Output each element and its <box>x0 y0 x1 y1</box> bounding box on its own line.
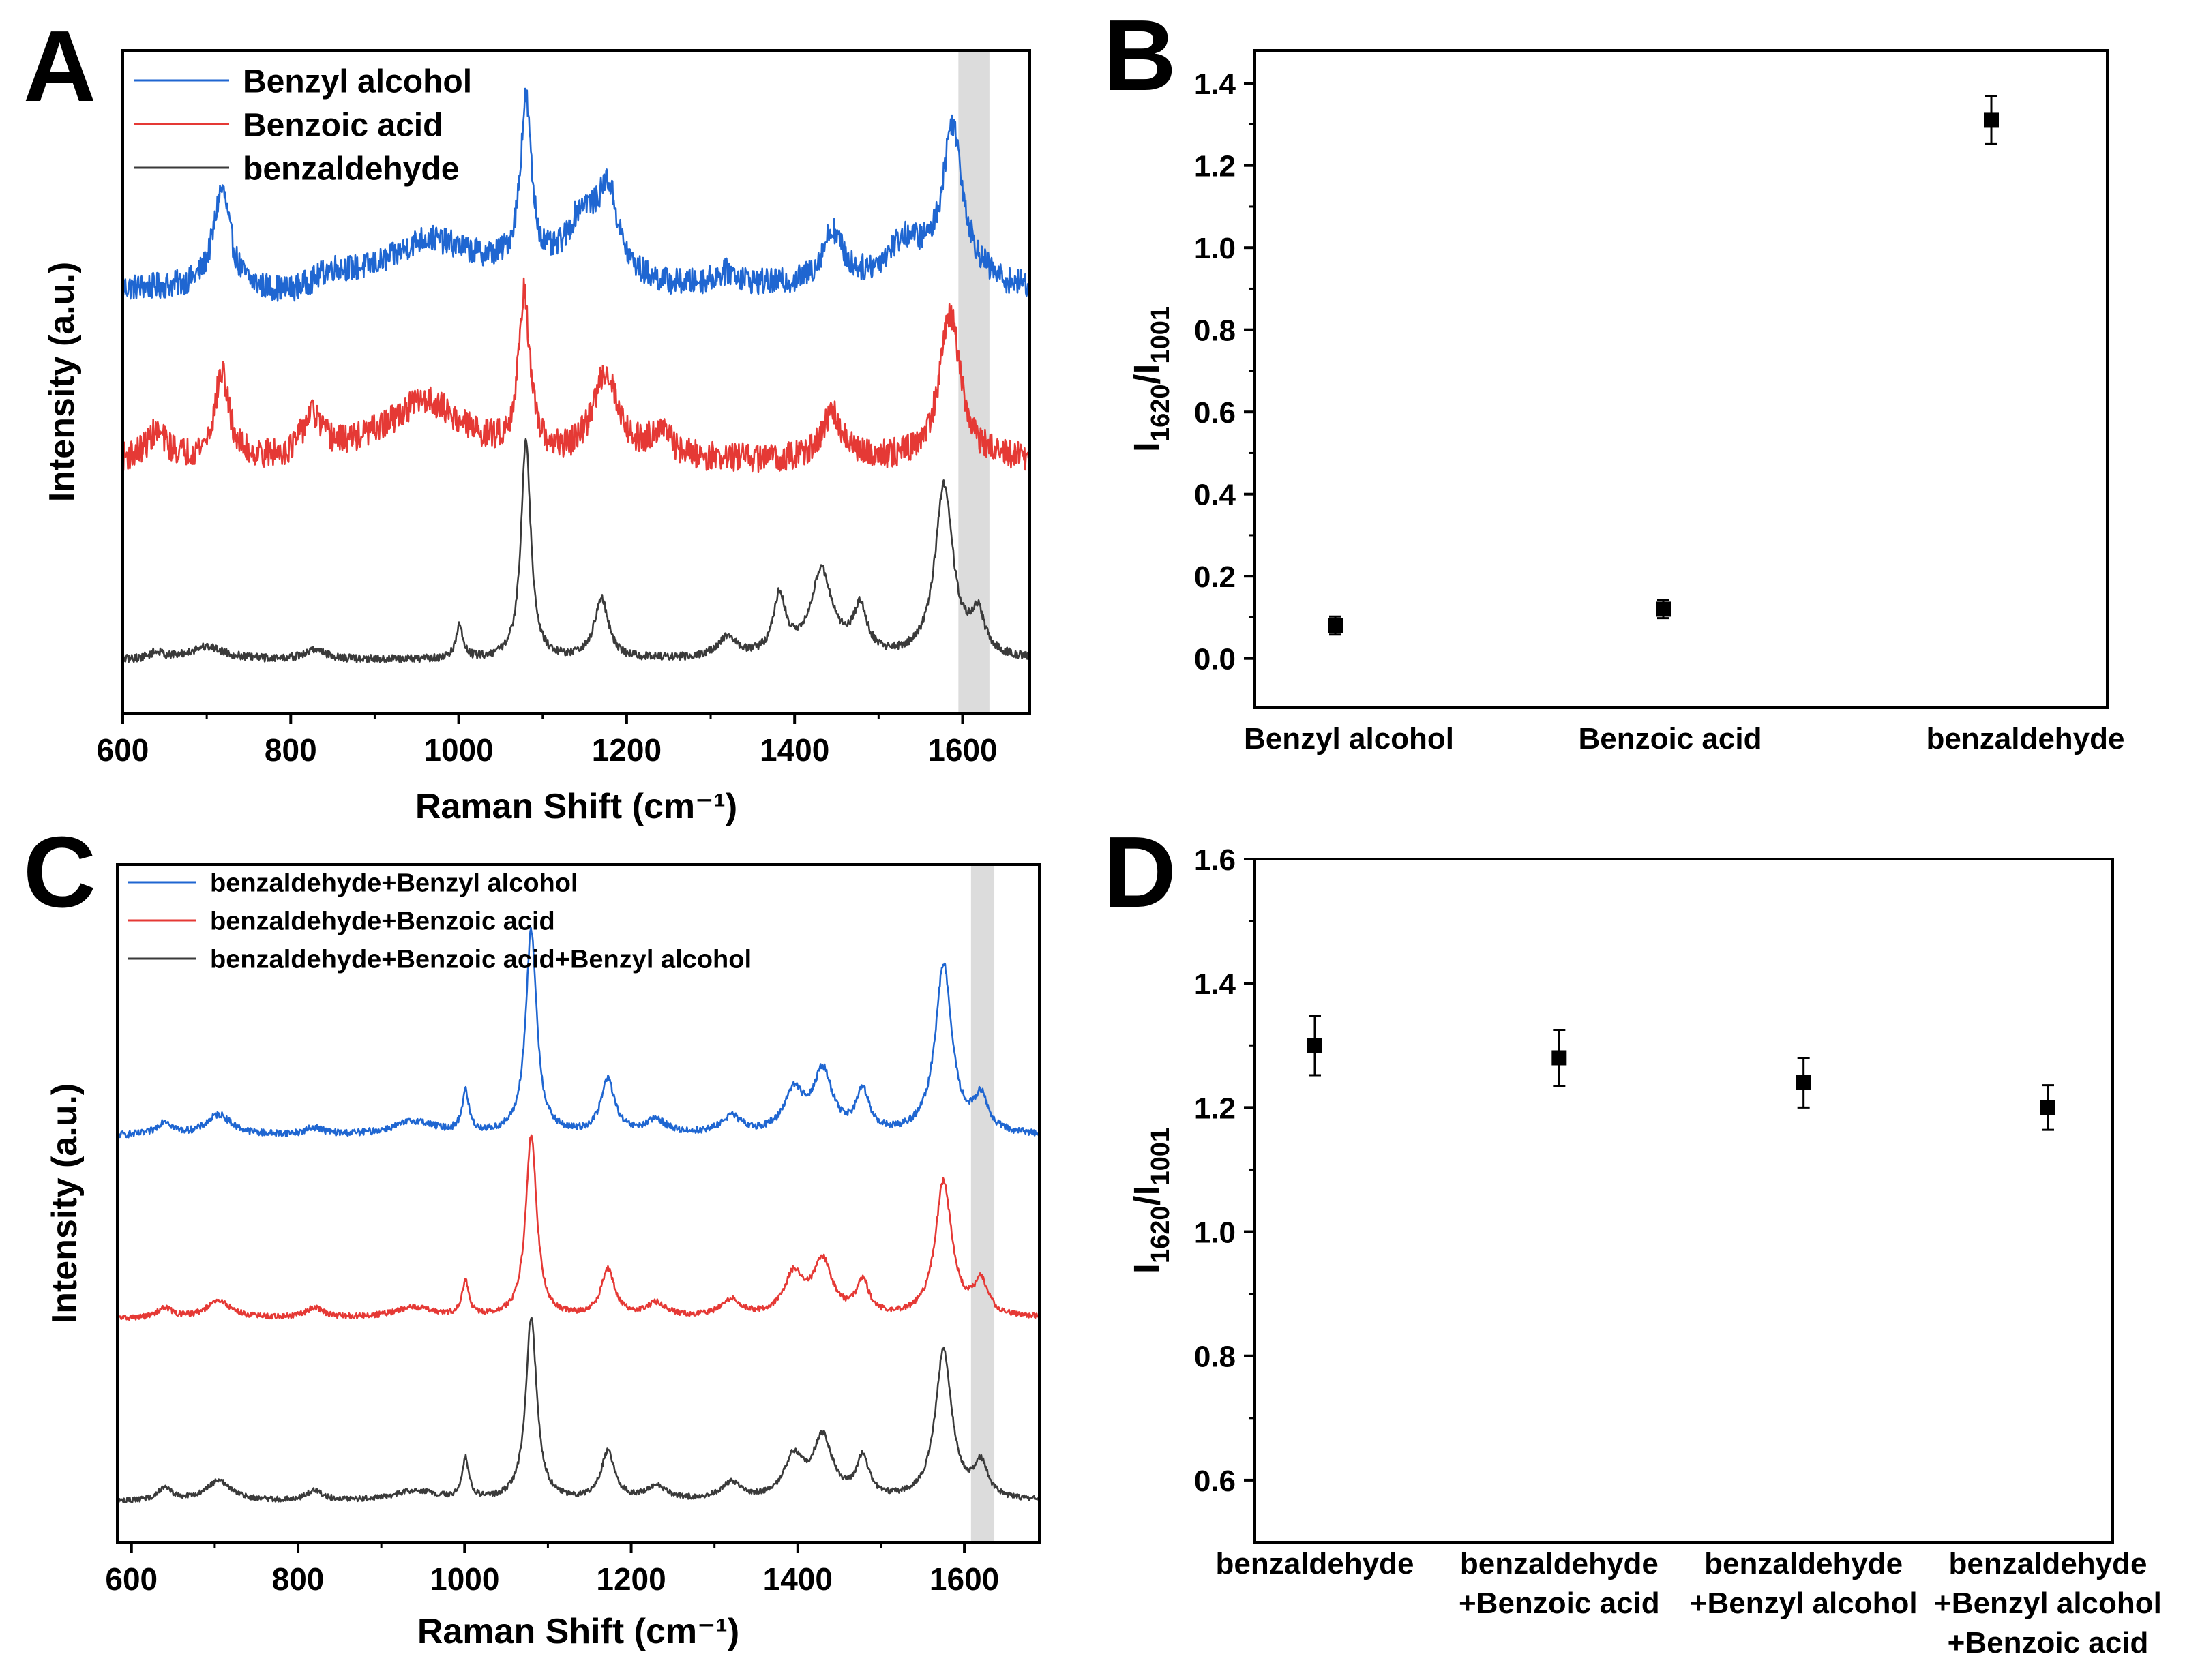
x-tick-label: 1600 <box>927 732 997 768</box>
panel-letter-b: B <box>1103 0 1176 112</box>
x-tick-label: 1200 <box>596 1561 666 1597</box>
y-tick-label: 1.2 <box>1194 150 1236 183</box>
x-tick-label: 1000 <box>423 732 493 768</box>
panel-letter-c: C <box>23 816 96 929</box>
y-tick-label: 0.8 <box>1194 314 1236 348</box>
spectrum-line-1 <box>121 87 1031 302</box>
chart-a-spectra: 600 800 1000 1200 1400 1600 Raman Shift (cm⁻¹)… <box>42 49 1031 826</box>
y-tick-label: 0.4 <box>1194 479 1236 512</box>
y-tick-label: 1.0 <box>1194 1216 1236 1250</box>
legend-entry-1: Benzyl alcohol <box>243 63 472 100</box>
x-axis-label: Raman Shift (cm⁻¹) <box>415 787 737 826</box>
category-label: Benzoic acid <box>1579 722 1762 755</box>
data-point-2 <box>1656 601 1671 617</box>
data-point-4 <box>2040 1100 2055 1115</box>
x-tick-label: 800 <box>265 732 317 768</box>
x-axis-label: Raman Shift (cm⁻¹) <box>417 1612 739 1651</box>
category-label: benzaldehyde <box>1460 1547 1659 1580</box>
y-axis-label-part: 1620 <box>1146 1206 1175 1264</box>
y-axis-label-part: I <box>1127 1263 1168 1274</box>
chart-b-ratio: 0.0 0.2 0.4 0.6 0.8 1.0 1.2 1.4 Benzyl alcohol Be… <box>1127 49 2125 755</box>
y-tick-label: 0.6 <box>1194 1465 1236 1498</box>
data-point-3 <box>1796 1075 1811 1090</box>
y-tick-label: 0.2 <box>1194 560 1236 594</box>
x-tick-label: 1400 <box>763 1561 833 1597</box>
category-label: +Benzyl alcohol <box>1934 1587 2162 1620</box>
spectrum-line-2 <box>116 1134 1041 1321</box>
y-axis-label: Intensity (a.u.) <box>42 262 82 502</box>
spectrum-line-3 <box>122 438 1031 663</box>
y-axis-label-part: I <box>1127 442 1168 452</box>
y-tick-label: 1.0 <box>1194 232 1236 265</box>
category-label: benzaldehyde <box>1704 1547 1903 1580</box>
x-tick-label: 600 <box>97 732 149 768</box>
spectrum-line-1 <box>117 927 1041 1139</box>
spectrum-line-2 <box>121 277 1031 473</box>
spectrum-line-3 <box>116 1317 1041 1504</box>
legend-entry-2: benzaldehyde+Benzoic acid <box>210 907 555 936</box>
category-label: benzaldehyde <box>1216 1547 1414 1580</box>
x-tick-label: 1600 <box>930 1561 999 1597</box>
category-label: benzaldehyde <box>1949 1547 2147 1580</box>
plot-frame <box>1253 49 2109 709</box>
category-label: +Benzoic acid <box>1459 1587 1660 1620</box>
plot-frame <box>121 49 1031 715</box>
y-tick-label: 0.0 <box>1194 643 1236 676</box>
y-axis-label: Intensity (a.u.) <box>45 1083 85 1323</box>
data-point-2 <box>1551 1050 1567 1066</box>
x-tick-label: 600 <box>105 1561 158 1597</box>
legend-entry-3: benzaldehyde <box>243 151 459 187</box>
y-axis-label-part: /I <box>1127 363 1168 384</box>
chart-d-ratio: 0.6 0.8 1.0 1.2 1.4 1.6 benzaldehyde benzaldehy… <box>1127 843 2162 1660</box>
panel-letter-d: D <box>1103 816 1176 929</box>
category-label: +Benzoic acid <box>1948 1626 2149 1660</box>
legend-entry-1: benzaldehyde+Benzyl alcohol <box>210 869 578 898</box>
y-axis-label-part: 1001 <box>1146 306 1175 364</box>
y-axis-label: I1620/I1001 <box>1127 1128 1175 1274</box>
x-tick-label: 800 <box>272 1561 325 1597</box>
panel-letter-a: A <box>23 10 96 123</box>
y-tick-label: 0.8 <box>1194 1340 1236 1374</box>
y-tick-label: 0.6 <box>1194 396 1236 430</box>
x-tick-label: 1200 <box>592 732 662 768</box>
category-label: Benzyl alcohol <box>1244 722 1454 755</box>
y-tick-label: 1.4 <box>1194 68 1236 101</box>
legend-entry-2: Benzoic acid <box>243 107 443 143</box>
chart-c-spectra: 600 800 1000 1200 1400 1600 Raman Shift (cm⁻¹)… <box>45 863 1041 1651</box>
y-tick-label: 1.6 <box>1194 843 1236 877</box>
data-point-1 <box>1328 618 1343 633</box>
category-label: benzaldehyde <box>1927 722 2125 755</box>
y-axis-label-part: /I <box>1127 1185 1168 1205</box>
x-tick-label: 1400 <box>760 732 829 768</box>
y-tick-label: 1.2 <box>1194 1092 1236 1125</box>
y-axis-label-part: 1620 <box>1146 385 1175 442</box>
x-tick-label: 1000 <box>430 1561 499 1597</box>
highlight-band <box>970 865 995 1542</box>
y-axis-label-part: 1001 <box>1146 1128 1175 1186</box>
y-tick-label: 1.4 <box>1194 967 1236 1001</box>
data-point-3 <box>1984 112 1999 128</box>
plot-frame <box>1253 858 2114 1544</box>
y-axis-label: I1620/I1001 <box>1127 306 1175 452</box>
data-point-1 <box>1307 1038 1322 1053</box>
plot-frame <box>116 863 1041 1544</box>
legend-entry-3: benzaldehyde+Benzoic acid+Benzyl alcohol <box>210 946 752 974</box>
category-label: +Benzyl alcohol <box>1690 1587 1918 1620</box>
